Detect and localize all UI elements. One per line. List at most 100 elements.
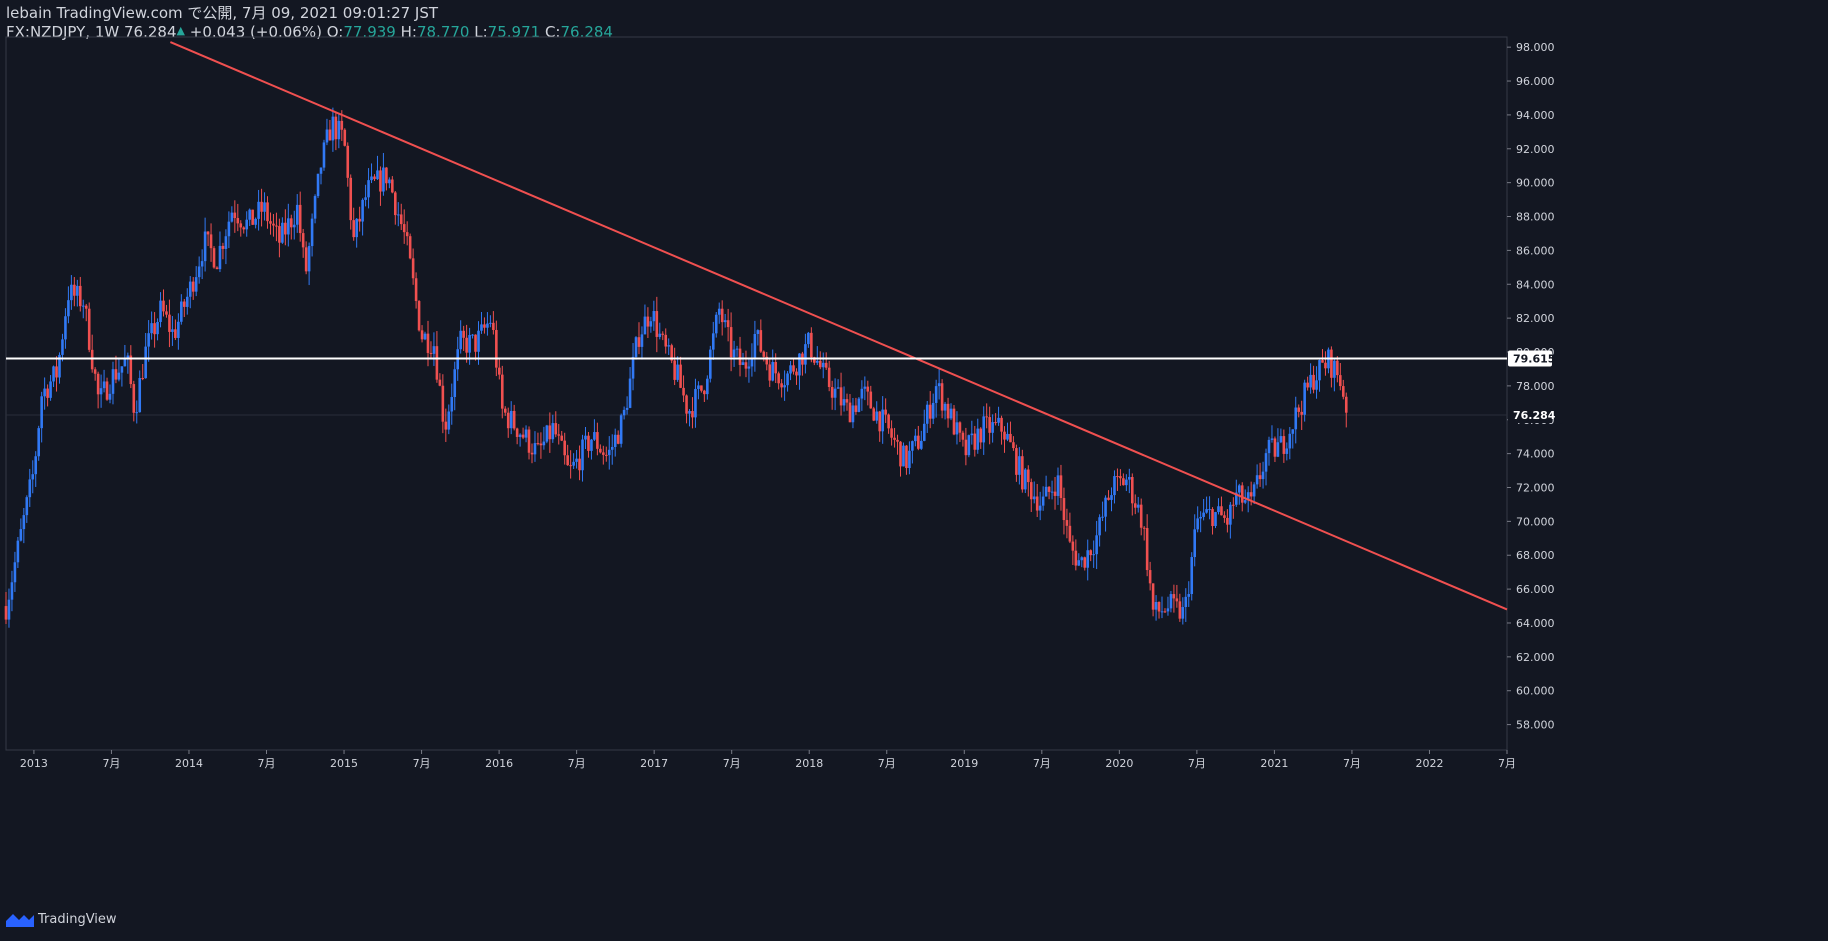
candle-body xyxy=(1270,438,1274,440)
candle-body xyxy=(795,371,798,376)
candle-body xyxy=(833,388,837,398)
candle-body xyxy=(191,281,195,292)
y-tick-label: 84.000 xyxy=(1516,278,1555,291)
candle-body xyxy=(512,410,516,429)
candle-body xyxy=(964,439,968,456)
candle-body xyxy=(402,224,406,233)
candle-body xyxy=(682,387,685,396)
candle-body xyxy=(1003,431,1006,440)
candle-body xyxy=(93,369,97,374)
candle-body xyxy=(156,321,159,335)
candle-body xyxy=(1291,429,1295,434)
x-tick-label: 2019 xyxy=(950,757,978,770)
candle-body xyxy=(634,337,638,357)
candle-body xyxy=(869,391,873,409)
x-tick-label: 7月 xyxy=(1343,757,1361,770)
candle-body xyxy=(917,435,920,449)
y-tick-label: 78.000 xyxy=(1516,380,1555,393)
candle-body xyxy=(292,224,296,228)
candle-body xyxy=(435,346,439,380)
candle-body xyxy=(1181,607,1185,619)
candle-body xyxy=(1232,504,1235,506)
candle-body xyxy=(1264,453,1268,472)
x-tick-label: 7月 xyxy=(413,757,431,770)
candle-body xyxy=(649,321,653,327)
candle-body xyxy=(518,434,522,437)
candle-body xyxy=(911,441,914,451)
candle-body xyxy=(218,245,222,270)
candle-body xyxy=(988,417,991,433)
candle-body xyxy=(667,345,671,347)
candle-body xyxy=(765,356,769,365)
candle-body xyxy=(527,429,531,453)
candle-body xyxy=(144,346,147,379)
candle-body xyxy=(325,129,329,143)
candle-body xyxy=(301,233,305,248)
candle-body xyxy=(756,330,760,334)
candle-body xyxy=(1053,491,1057,496)
candle-body xyxy=(1196,518,1199,530)
candle-body xyxy=(881,409,884,432)
candle-body xyxy=(49,381,52,398)
candle-body xyxy=(982,416,986,443)
candle-body xyxy=(1098,517,1101,536)
candle-body xyxy=(438,379,442,386)
candle-body xyxy=(1229,504,1232,525)
candle-body xyxy=(1184,596,1188,608)
candle-body xyxy=(1315,380,1318,390)
axes: 58.000 60.000 62.000 64.000 66.000 68.000 70.0… xyxy=(20,41,1555,770)
candle-body xyxy=(709,349,712,379)
candle-body xyxy=(212,248,216,268)
candle-body xyxy=(738,348,742,365)
candle-body xyxy=(1089,550,1092,556)
candle-body xyxy=(703,390,706,395)
candle-body xyxy=(1211,509,1214,527)
candle-body xyxy=(254,218,257,225)
candle-body xyxy=(1000,417,1003,432)
candle-body xyxy=(1285,448,1289,454)
candle-body xyxy=(215,267,219,270)
candle-body xyxy=(1095,535,1098,555)
candle-body xyxy=(343,129,347,146)
candle-body xyxy=(1128,477,1131,480)
candle-body xyxy=(278,226,281,243)
candle-body xyxy=(931,402,935,419)
y-tick-label: 82.000 xyxy=(1516,312,1555,325)
candle-body xyxy=(798,353,801,376)
candle-body xyxy=(717,308,721,315)
candle-body xyxy=(596,432,599,449)
candle-body xyxy=(358,218,361,222)
candle-body xyxy=(1062,498,1066,521)
candle-body xyxy=(899,441,902,467)
candle-body xyxy=(471,334,474,336)
candle-body xyxy=(679,364,682,388)
candle-body xyxy=(477,330,480,352)
candle-body xyxy=(337,120,341,140)
candle-body xyxy=(991,422,994,433)
candle-body xyxy=(399,214,403,225)
candle-body xyxy=(949,408,953,419)
candle-body xyxy=(376,170,379,180)
candle-body xyxy=(1235,492,1238,505)
candle-body xyxy=(961,432,965,440)
candle-body xyxy=(866,386,870,392)
footer-brand[interactable]: TradingView xyxy=(6,911,117,927)
candle-body xyxy=(165,311,168,315)
candle-body xyxy=(102,381,106,389)
candle-body xyxy=(821,362,825,368)
candle-body xyxy=(382,167,385,192)
candle-body xyxy=(120,366,124,373)
x-tick-label: 2016 xyxy=(485,757,513,770)
candle-body xyxy=(361,199,364,222)
candle-body xyxy=(827,367,831,387)
candle-body xyxy=(646,316,650,327)
last-price-label: 76.284 xyxy=(1513,409,1556,422)
candle-body xyxy=(967,435,971,456)
y-tick-label: 94.000 xyxy=(1516,109,1555,122)
candle-body xyxy=(1145,528,1149,571)
y-tick-label: 64.000 xyxy=(1516,617,1555,630)
candle-body xyxy=(257,201,260,219)
trendline[interactable] xyxy=(169,41,1508,611)
candle-body xyxy=(22,515,26,530)
